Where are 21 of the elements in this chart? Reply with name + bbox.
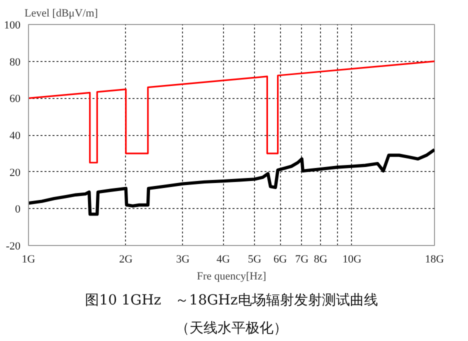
y-tick-label: 40 [10,130,21,142]
x-tick-label: 1G [22,254,36,266]
x-axis-title: Fre quency[Hz] [196,270,266,282]
caption: 图10 1GHz ～18GHz电场辐射发射测试曲线 [85,292,378,308]
y-tick-label: 80 [10,56,21,68]
x-tick-label: 10G [342,254,362,266]
text: （天线水平极化） [176,320,288,336]
y-tick-label: 100 [4,20,21,32]
y-tick-label: 60 [10,93,21,106]
x-tick-label: 3G [176,254,190,266]
x-tick-label: 5G [248,254,262,266]
x-tick-label: 4G [216,254,230,266]
x-tick-label: 8G [314,254,328,266]
y-tick-label: -20 [6,240,21,252]
x-tick-label: 18G [425,254,444,266]
y-tick-label: 0 [15,204,21,216]
x-tick-label: 7G [295,254,309,266]
x-tick-label: 2G [119,254,133,266]
y-tick-label: 20 [10,166,21,179]
x-tick-label: 6G [273,254,287,266]
y-axis-title: Level [dBμV/m] [24,8,98,20]
